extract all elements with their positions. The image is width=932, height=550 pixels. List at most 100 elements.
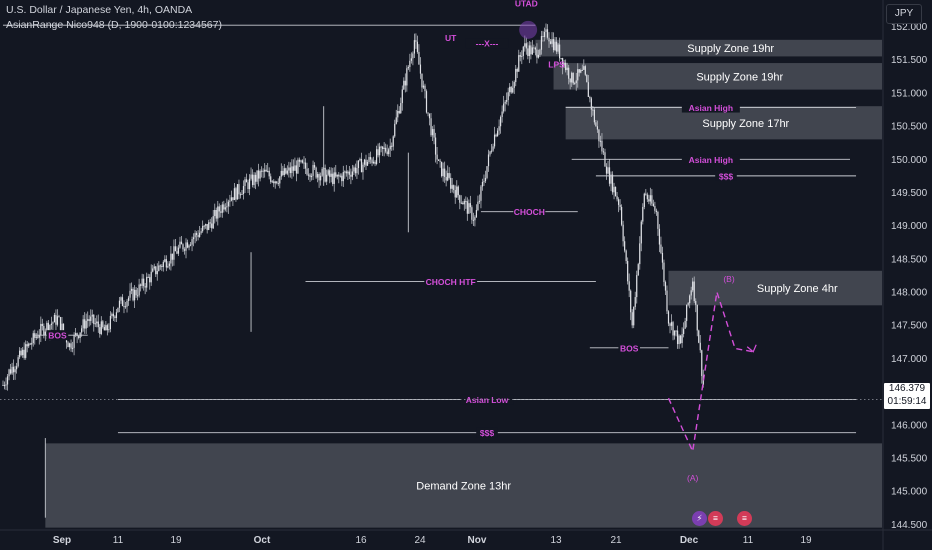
y-tick-label: 151.000 (891, 88, 928, 99)
candle (250, 174, 252, 179)
candle (171, 253, 173, 260)
candle (208, 222, 210, 230)
candle (578, 69, 580, 73)
candle (415, 40, 417, 42)
candle (422, 85, 425, 88)
candle (215, 210, 217, 219)
candle (295, 165, 298, 174)
candle (654, 205, 656, 211)
candle (472, 219, 474, 221)
candle (386, 151, 388, 155)
candle (676, 330, 679, 345)
candle (78, 336, 80, 338)
candle (227, 201, 229, 207)
y-tick-label: 145.500 (891, 453, 928, 464)
candle (330, 173, 332, 177)
candle (55, 315, 57, 325)
x-tick-label: 19 (800, 535, 812, 546)
candle (563, 62, 565, 67)
candle (613, 186, 615, 193)
candle (73, 335, 75, 348)
y-tick-label: 145.000 (891, 487, 928, 498)
candle (490, 150, 493, 152)
supply-demand-zone (553, 63, 882, 90)
flag-glyph: ≡ (742, 513, 747, 524)
candle (359, 158, 361, 161)
candle (444, 168, 446, 177)
candle (67, 342, 69, 348)
candle (50, 323, 52, 325)
supply-demand-zone (535, 39, 882, 57)
candle (279, 176, 281, 184)
candle (416, 41, 419, 52)
candle (689, 295, 691, 304)
candle (442, 168, 444, 177)
candle (12, 366, 15, 373)
candle (687, 303, 689, 305)
candle (217, 206, 219, 219)
candle (565, 62, 567, 71)
candle (141, 278, 143, 286)
candle (268, 170, 270, 177)
candle (477, 201, 479, 211)
candle (301, 160, 304, 163)
level-label-bg (715, 170, 737, 181)
candle (161, 266, 163, 268)
candle (530, 45, 532, 55)
candle (537, 54, 540, 58)
candle (462, 202, 464, 205)
wave-label: (B) (723, 274, 735, 284)
candle (439, 160, 441, 162)
candle (433, 129, 435, 138)
x-tick-label: 19 (170, 535, 182, 546)
level-label-bg (513, 206, 546, 217)
candle (692, 281, 694, 291)
candle (598, 129, 600, 142)
candle (304, 162, 307, 169)
candle (176, 251, 178, 254)
candle (480, 186, 482, 201)
candle (447, 173, 449, 181)
currency-button[interactable]: JPY (886, 4, 922, 24)
candle (391, 145, 393, 147)
candle (332, 173, 334, 184)
indicator-legend[interactable]: AsianRange Nico948 (D, 1900-0100:1234567… (6, 19, 222, 31)
candle (404, 80, 406, 86)
candle (574, 83, 576, 85)
candle (546, 29, 549, 38)
supply-demand-zone (668, 270, 882, 306)
candle (481, 181, 484, 187)
candle (283, 168, 285, 176)
candle (351, 171, 353, 177)
candle (303, 162, 305, 164)
us-flag-icon[interactable]: ≡ (708, 511, 723, 526)
candle (236, 184, 239, 200)
candle (522, 46, 524, 56)
candle (22, 349, 24, 356)
candle (605, 166, 608, 174)
candle (307, 174, 310, 176)
candle (601, 140, 603, 152)
candle (158, 265, 160, 272)
candle (667, 311, 670, 324)
candle (221, 204, 223, 213)
lightning-icon[interactable]: ⚡ (692, 511, 707, 526)
candle (486, 166, 488, 178)
zone-label: Demand Zone 13hr (416, 480, 511, 492)
candle (356, 168, 358, 174)
candle (401, 89, 403, 104)
y-tick-label: 147.000 (891, 354, 928, 365)
candle (398, 110, 400, 114)
us-flag-icon[interactable]: ≡ (737, 511, 752, 526)
candle (306, 168, 308, 175)
candle (581, 69, 583, 71)
candle (282, 170, 284, 176)
candle (118, 300, 121, 308)
candle (664, 282, 667, 291)
candle (239, 194, 242, 196)
candle (28, 343, 30, 347)
candle (501, 111, 503, 118)
candle (572, 72, 574, 84)
candle (238, 184, 240, 195)
